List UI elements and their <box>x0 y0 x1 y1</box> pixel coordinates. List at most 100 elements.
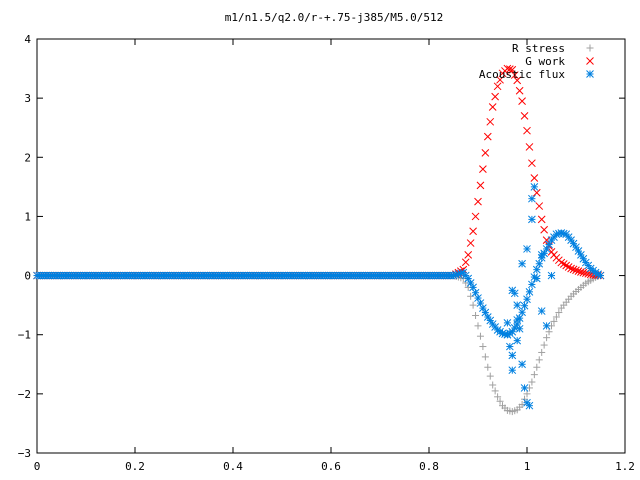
data-point <box>552 313 560 321</box>
data-point <box>486 117 495 126</box>
data-point <box>557 258 566 267</box>
x-tick-label: 0.8 <box>419 460 439 473</box>
series-acoustic-flux <box>33 183 605 410</box>
data-point <box>532 188 541 197</box>
y-tick-label: −3 <box>18 447 31 460</box>
data-point <box>515 86 524 95</box>
y-axis: 4 3 2 1 0 −1 −2 −3 <box>18 33 625 460</box>
data-point <box>474 322 482 330</box>
data-point <box>538 348 546 356</box>
x-tick-label: 0.4 <box>223 460 243 473</box>
data-point <box>496 397 504 405</box>
data-point <box>508 65 517 74</box>
data-point <box>479 343 487 351</box>
data-point <box>518 259 526 268</box>
data-point <box>537 307 546 315</box>
data-point <box>469 227 477 236</box>
chart-title: m1/n1.5/q2.0/r-+.75-j385/M5.0/512 <box>225 11 444 24</box>
data-point <box>518 360 526 369</box>
x-tick-label: 1.2 <box>615 460 635 473</box>
data-point <box>530 183 539 191</box>
data-point <box>559 260 568 268</box>
data-point <box>472 311 480 319</box>
data-point <box>515 324 524 333</box>
data-point <box>508 286 517 295</box>
legend-label-g-work: G work <box>525 55 565 68</box>
x-axis: 0 0.2 0.4 0.6 0.8 1 1.2 <box>34 39 635 473</box>
data-point <box>569 239 578 248</box>
data-point <box>523 245 531 253</box>
data-point <box>528 280 536 289</box>
data-point <box>491 92 500 101</box>
legend-item-g-work: G work <box>525 55 594 68</box>
data-point <box>503 319 512 327</box>
data-point <box>513 301 522 309</box>
data-point <box>540 341 548 349</box>
legend: R stress G work Acoustic flux <box>479 42 594 81</box>
data-point <box>525 287 534 296</box>
series-g-work <box>33 64 605 280</box>
data-point <box>518 401 526 409</box>
legend-marker-glyph <box>586 70 594 78</box>
legend-item-r-stress: R stress <box>512 42 594 55</box>
data-point <box>533 363 541 371</box>
data-point <box>562 261 571 270</box>
data-point <box>596 271 605 280</box>
data-point <box>510 71 519 79</box>
data-point <box>569 265 578 274</box>
data-point <box>528 378 536 386</box>
data-point <box>484 363 492 371</box>
data-point <box>547 271 556 280</box>
data-point <box>483 132 492 141</box>
data-point <box>523 295 531 304</box>
data-point <box>508 366 517 375</box>
data-point <box>479 165 487 173</box>
data-point <box>510 324 519 332</box>
data-point <box>467 292 475 300</box>
data-point <box>508 351 517 360</box>
data-point <box>493 82 502 91</box>
data-point <box>535 202 544 210</box>
data-point <box>476 332 484 340</box>
data-point <box>523 390 531 398</box>
data-point <box>542 321 551 330</box>
data-point <box>550 317 558 325</box>
data-point <box>518 97 526 105</box>
data-point <box>520 301 529 310</box>
legend-marker-glyph <box>586 44 594 52</box>
data-point <box>530 174 539 182</box>
data-point <box>528 215 536 224</box>
y-tick-label: 3 <box>24 92 31 105</box>
y-tick-label: 2 <box>24 151 31 164</box>
data-point <box>532 274 541 283</box>
data-point <box>505 342 514 351</box>
data-point <box>577 268 585 276</box>
data-point <box>513 76 522 85</box>
data-point <box>488 103 497 111</box>
data-point <box>523 126 531 135</box>
x-tick-label: 1 <box>524 460 531 473</box>
data-point <box>525 143 534 151</box>
data-point <box>567 264 575 273</box>
data-point <box>579 268 588 277</box>
plot-area <box>33 64 605 416</box>
data-point <box>489 381 497 389</box>
data-point <box>471 212 480 221</box>
legend-marker-glyph <box>586 57 594 65</box>
data-point <box>520 112 529 120</box>
data-point <box>513 316 522 324</box>
data-point <box>564 263 573 271</box>
legend-marker-acoustic-flux <box>586 70 594 78</box>
data-point <box>513 336 522 345</box>
y-tick-label: −2 <box>18 388 31 401</box>
data-point <box>505 65 514 74</box>
data-point <box>503 64 512 73</box>
data-point <box>474 197 482 206</box>
y-tick-label: 0 <box>24 270 31 283</box>
legend-label-acoustic-flux: Acoustic flux <box>479 68 565 81</box>
x-tick-label: 0.6 <box>321 460 341 473</box>
data-point <box>491 387 499 395</box>
data-point <box>543 334 551 342</box>
data-point <box>528 194 536 203</box>
data-point <box>545 328 553 336</box>
